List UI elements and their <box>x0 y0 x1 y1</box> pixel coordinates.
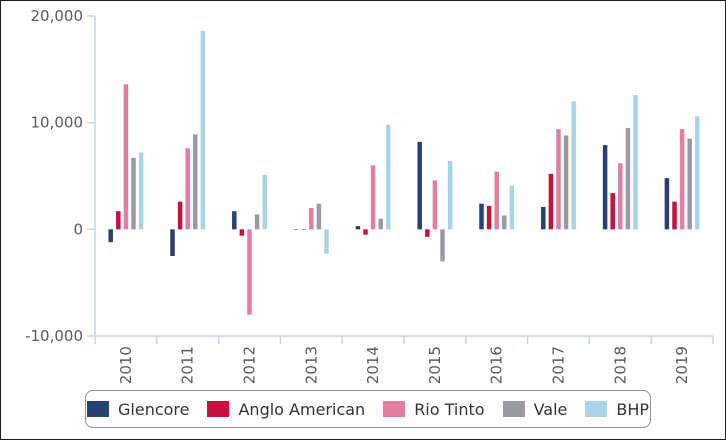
bar[interactable] <box>486 205 492 230</box>
bar[interactable] <box>185 148 190 230</box>
x-tick-label: 2014 <box>364 346 382 384</box>
bar[interactable] <box>610 193 615 230</box>
y-tick-label: 0 <box>73 220 83 238</box>
bar[interactable] <box>602 145 608 230</box>
bar[interactable] <box>625 128 631 230</box>
y-tick-label: 20,000 <box>31 7 84 25</box>
bar[interactable] <box>417 141 422 230</box>
y-tick-label: -10,000 <box>25 327 83 345</box>
bar[interactable] <box>355 226 361 230</box>
bar[interactable] <box>440 229 445 262</box>
bar[interactable] <box>386 124 391 230</box>
bar[interactable] <box>664 178 670 230</box>
legend-label: Rio Tinto <box>414 399 485 419</box>
bar[interactable] <box>548 173 554 230</box>
x-tick-label: 2010 <box>117 346 135 384</box>
bar[interactable] <box>447 161 453 230</box>
bar[interactable] <box>193 134 198 230</box>
bar[interactable] <box>563 135 569 230</box>
bar[interactable] <box>131 157 136 230</box>
x-tick-label: 2017 <box>550 346 568 384</box>
legend-label: Vale <box>533 399 568 419</box>
x-tick-label: 2012 <box>241 346 259 384</box>
bar[interactable] <box>116 211 121 230</box>
legend-item[interactable]: Glencore <box>87 400 189 419</box>
bar[interactable] <box>633 94 638 230</box>
bar[interactable] <box>556 129 561 230</box>
bar[interactable] <box>618 163 623 230</box>
bar[interactable] <box>232 211 237 230</box>
bar[interactable] <box>123 84 129 230</box>
legend-swatch <box>87 401 109 417</box>
legend-swatch <box>207 401 230 417</box>
legend-label: BHP <box>616 399 650 419</box>
bar[interactable] <box>695 116 700 230</box>
bar[interactable] <box>170 229 175 256</box>
bar[interactable] <box>679 129 685 230</box>
bar[interactable] <box>687 138 692 230</box>
legend-item[interactable]: BHP <box>585 400 649 419</box>
bar[interactable] <box>108 229 113 243</box>
x-axis: 2010 2011 2012 2013 2014 2015 2016 2017 2018 2019 <box>94 335 714 384</box>
bar[interactable] <box>502 215 507 230</box>
bar[interactable] <box>138 152 144 230</box>
bar[interactable] <box>293 229 299 230</box>
x-tick-label: 2015 <box>426 346 444 384</box>
x-tick-label: 2018 <box>611 346 629 384</box>
bars <box>108 30 700 315</box>
bar[interactable] <box>509 185 515 230</box>
bar[interactable] <box>316 203 322 230</box>
bar[interactable] <box>309 208 314 230</box>
y-axis: 20,000 10,000 0 -10,000 <box>25 7 96 345</box>
legend-swatch <box>383 401 406 417</box>
bar[interactable] <box>479 203 484 230</box>
bar[interactable] <box>177 201 183 230</box>
bar[interactable] <box>432 180 438 230</box>
bar[interactable] <box>262 174 267 230</box>
legend-label: Anglo American <box>238 399 366 419</box>
bar[interactable] <box>301 229 306 230</box>
x-tick-label: 2019 <box>673 346 691 384</box>
bar[interactable] <box>324 229 329 254</box>
legend-item[interactable]: Vale <box>502 399 568 419</box>
bar[interactable] <box>378 218 383 230</box>
bar[interactable] <box>672 201 677 230</box>
legend: Glencore Anglo American Rio Tinto Vale BHP <box>85 390 651 428</box>
bar[interactable] <box>494 171 499 230</box>
legend-swatch <box>585 401 608 417</box>
bar[interactable] <box>541 206 546 230</box>
legend-item[interactable]: Anglo American <box>207 400 365 419</box>
bar[interactable] <box>425 229 430 237</box>
bar[interactable] <box>571 101 576 230</box>
legend-label: Glencore <box>118 399 190 419</box>
x-tick-label: 2016 <box>488 346 506 384</box>
legend-swatch <box>502 401 525 417</box>
x-tick-label: 2011 <box>179 346 197 384</box>
bar[interactable] <box>239 229 245 236</box>
bar[interactable] <box>370 165 376 230</box>
y-tick-label: 10,000 <box>31 114 84 132</box>
legend-item[interactable]: Rio Tinto <box>383 399 485 419</box>
bar[interactable] <box>247 229 252 315</box>
bar[interactable] <box>200 30 206 230</box>
x-tick-label: 2013 <box>302 346 320 384</box>
bar[interactable] <box>363 229 368 235</box>
bar[interactable] <box>254 214 260 230</box>
